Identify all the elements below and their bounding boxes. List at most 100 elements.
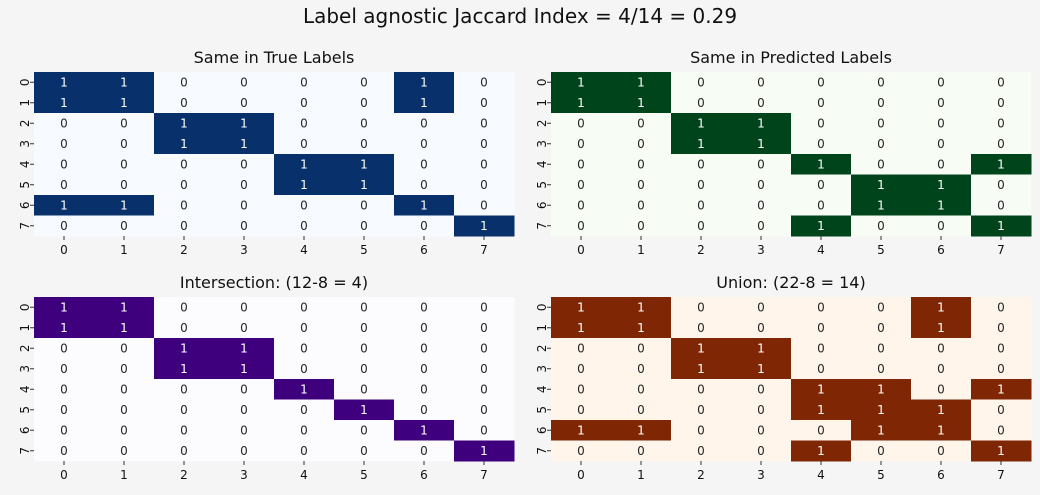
x-tick-label: 3 bbox=[240, 468, 248, 482]
heatmap-cell bbox=[791, 133, 852, 155]
cell-value-label: 0 bbox=[997, 178, 1005, 192]
heatmap-cell bbox=[851, 154, 912, 175]
cell-value-label: 0 bbox=[240, 96, 248, 110]
heatmap-cell bbox=[851, 133, 912, 155]
heatmap-cell bbox=[34, 215, 95, 237]
cell-value-label: 1 bbox=[60, 96, 68, 110]
cell-value-label: 0 bbox=[757, 75, 765, 89]
heatmap-cell bbox=[851, 440, 912, 462]
cell-value-label: 0 bbox=[757, 403, 765, 417]
cell-value-label: 0 bbox=[60, 137, 68, 151]
heatmap-cell bbox=[731, 72, 792, 93]
cell-value-label: 0 bbox=[300, 219, 308, 233]
heatmap-cell bbox=[731, 113, 792, 134]
heatmap-cell bbox=[334, 113, 395, 134]
heatmap-cell bbox=[394, 399, 455, 421]
cell-value-label: 1 bbox=[240, 116, 248, 130]
cell-value-label: 0 bbox=[577, 403, 585, 417]
heatmap-cell bbox=[274, 133, 335, 155]
heatmap-cell bbox=[154, 379, 215, 400]
cell-value-label: 0 bbox=[240, 198, 248, 212]
heatmap-panel: Same in Predicted Labels 1 1 0 0 0 0 0 0 1 1 0 0 0 0 0 0… bbox=[535, 48, 1032, 257]
heatmap-cell bbox=[94, 195, 155, 216]
cell-value-label: 1 bbox=[60, 75, 68, 89]
cell-value-label: 0 bbox=[577, 157, 585, 171]
heatmap-cell bbox=[851, 297, 912, 318]
cell-value-label: 1 bbox=[877, 382, 885, 396]
heatmap-cell bbox=[731, 399, 792, 421]
heatmap-cell bbox=[791, 379, 852, 400]
heatmap-panel: Same in True Labels 1 1 0 0 0 0 1 0 1 1 0 0 0 0 1 0 0 0 1 1 0… bbox=[18, 48, 515, 257]
cell-value-label: 0 bbox=[997, 96, 1005, 110]
cell-value-label: 0 bbox=[877, 341, 885, 355]
y-tick-label: 5 bbox=[18, 181, 32, 189]
heatmap-cell bbox=[454, 195, 515, 216]
heatmap-cell bbox=[214, 317, 275, 339]
cell-value-label: 0 bbox=[300, 341, 308, 355]
heatmap-panel: Union: (22-8 = 14) 1 1 0 0 0 0 1 0 1 1 0 0 0 0 1 0 0 0 1 1 0 0… bbox=[535, 273, 1032, 482]
cell-value-label: 0 bbox=[360, 321, 368, 335]
panel-title: Same in True Labels bbox=[194, 48, 355, 67]
cell-value-label: 0 bbox=[420, 362, 428, 376]
heatmap-cell bbox=[911, 358, 972, 380]
cell-value-label: 0 bbox=[240, 75, 248, 89]
heatmap-cell bbox=[611, 195, 672, 216]
heatmap-cell bbox=[731, 174, 792, 196]
cell-value-label: 0 bbox=[300, 96, 308, 110]
cell-value-label: 1 bbox=[120, 321, 128, 335]
heatmap-cell bbox=[611, 297, 672, 318]
heatmap-cell bbox=[334, 154, 395, 175]
heatmap-cell bbox=[214, 215, 275, 237]
heatmap-cell bbox=[551, 317, 612, 339]
heatmap-cell bbox=[34, 297, 95, 318]
heatmap-cell bbox=[731, 420, 792, 441]
cell-value-label: 1 bbox=[60, 300, 68, 314]
cell-value-label: 0 bbox=[360, 341, 368, 355]
heatmap-cell bbox=[94, 174, 155, 196]
heatmap-cell bbox=[911, 297, 972, 318]
cell-value-label: 1 bbox=[120, 75, 128, 89]
heatmap-cell bbox=[551, 174, 612, 196]
cell-value-label: 0 bbox=[480, 116, 488, 130]
heatmap-cell bbox=[154, 399, 215, 421]
cell-value-label: 0 bbox=[180, 198, 188, 212]
heatmap-cell bbox=[214, 399, 275, 421]
cell-value-label: 0 bbox=[997, 423, 1005, 437]
cell-value-label: 0 bbox=[420, 137, 428, 151]
cell-value-label: 0 bbox=[877, 75, 885, 89]
cell-value-label: 1 bbox=[240, 341, 248, 355]
heatmap-cell bbox=[671, 420, 732, 441]
cell-value-label: 0 bbox=[300, 321, 308, 335]
heatmap-cell bbox=[731, 154, 792, 175]
heatmap-cell bbox=[971, 215, 1032, 237]
heatmap-cell bbox=[334, 358, 395, 380]
heatmap-cell bbox=[154, 420, 215, 441]
x-tick-label: 4 bbox=[300, 468, 308, 482]
cell-value-label: 1 bbox=[577, 321, 585, 335]
heatmap-cell bbox=[214, 113, 275, 134]
cell-value-label: 0 bbox=[120, 157, 128, 171]
cell-value-label: 0 bbox=[420, 116, 428, 130]
cell-value-label: 1 bbox=[480, 219, 488, 233]
heatmap-cell bbox=[274, 420, 335, 441]
cell-value-label: 1 bbox=[877, 198, 885, 212]
y-tick-label: 6 bbox=[18, 426, 32, 434]
cell-value-label: 0 bbox=[120, 444, 128, 458]
cell-value-label: 1 bbox=[817, 403, 825, 417]
heatmap-cell bbox=[454, 399, 515, 421]
heatmap-cell bbox=[851, 92, 912, 114]
cell-value-label: 0 bbox=[697, 178, 705, 192]
heatmap-cell bbox=[731, 358, 792, 380]
heatmap-cell bbox=[791, 113, 852, 134]
x-tick-label: 0 bbox=[577, 243, 585, 257]
heatmap-cell bbox=[154, 215, 215, 237]
heatmap-cell bbox=[851, 358, 912, 380]
cell-value-label: 1 bbox=[697, 137, 705, 151]
x-tick-label: 0 bbox=[577, 468, 585, 482]
heatmap-cell bbox=[731, 215, 792, 237]
heatmap-cell bbox=[454, 297, 515, 318]
cell-value-label: 0 bbox=[577, 362, 585, 376]
cell-value-label: 0 bbox=[180, 423, 188, 437]
cell-value-label: 1 bbox=[937, 403, 945, 417]
cell-value-label: 0 bbox=[120, 116, 128, 130]
